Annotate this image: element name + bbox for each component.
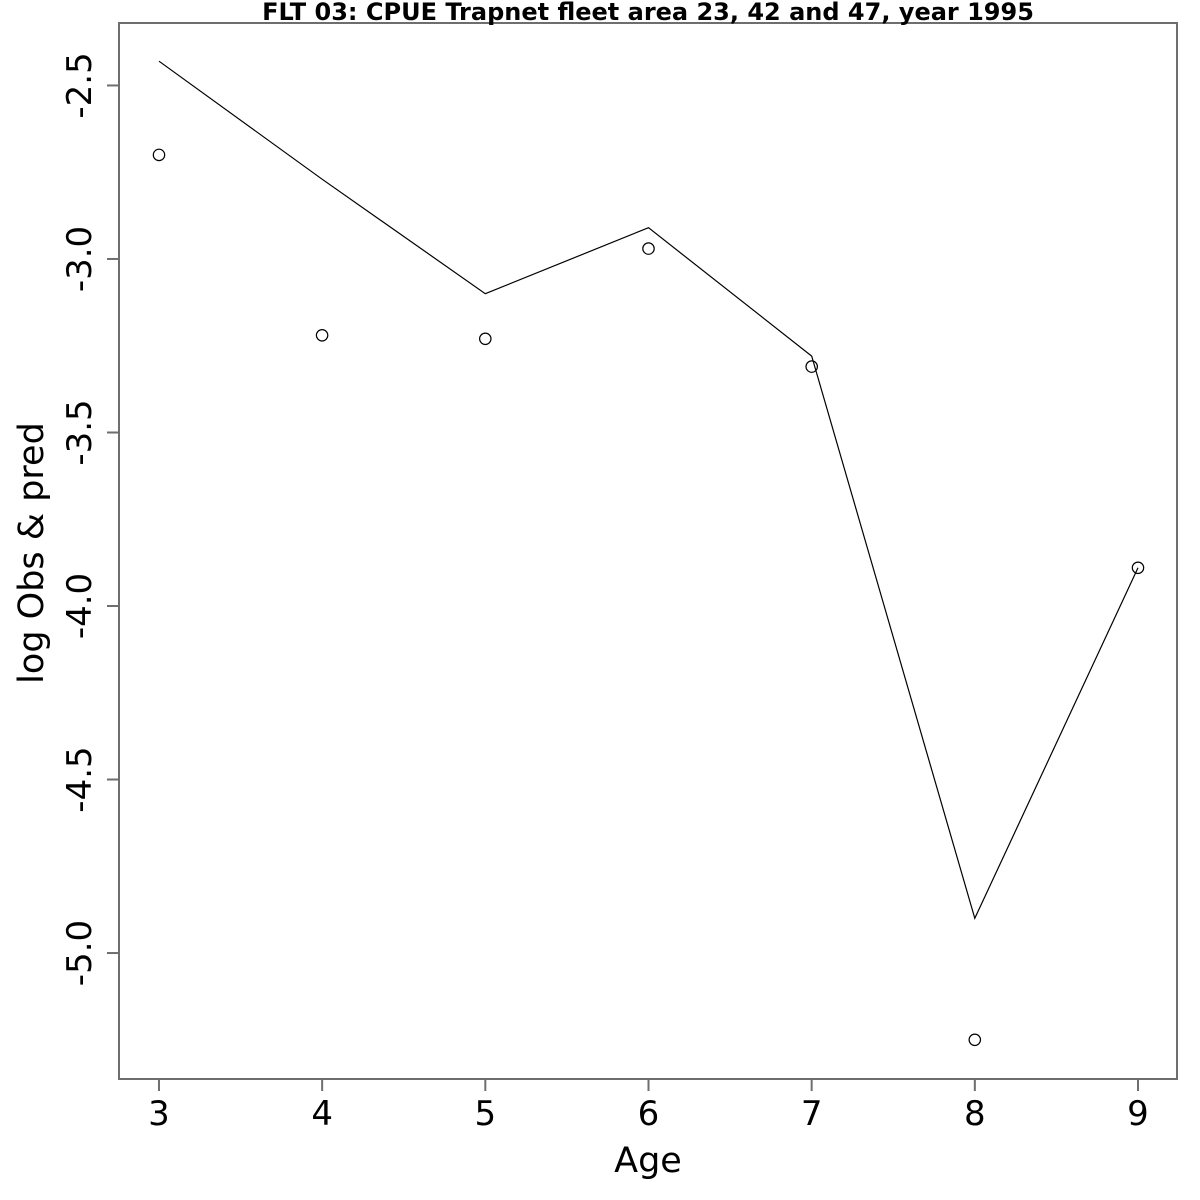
x-axis-ticks: 3 4 5 6 7 8 9	[148, 1079, 1149, 1134]
x-tick-label: 8	[964, 1094, 986, 1134]
observed-point-age-6	[642, 242, 655, 255]
observed-points-layer	[152, 148, 1145, 1047]
observed-point-age-7	[805, 360, 818, 373]
y-tick-label: -2.5	[60, 52, 100, 118]
x-axis-label: Age	[614, 1141, 682, 1181]
observed-point-age-4	[315, 328, 329, 342]
observed-point-age-9	[1131, 561, 1145, 575]
chart-title: FLT 03: CPUE Trapnet fleet area 23, 42 a…	[262, 0, 1034, 26]
y-axis-ticks: -2.5 -3.0 -3.5 -4.0 -4.5 -5.0	[60, 52, 119, 986]
x-tick-label: 3	[148, 1094, 170, 1134]
x-tick-label: 6	[638, 1094, 660, 1134]
x-tick-label: 9	[1127, 1094, 1149, 1134]
observed-point-age-8	[968, 1033, 982, 1047]
x-tick-label: 5	[474, 1094, 496, 1134]
y-tick-label: -3.0	[60, 226, 100, 292]
y-tick-label: -3.5	[60, 399, 100, 465]
predicted-line-layer	[158, 60, 1139, 921]
y-tick-label: -4.0	[60, 573, 100, 639]
x-tick-label: 7	[801, 1094, 823, 1134]
observed-point-age-3	[152, 148, 166, 162]
plot-box	[118, 22, 1178, 1080]
observed-point-age-5	[478, 332, 492, 346]
predicted-line	[158, 60, 1139, 921]
x-tick-label: 4	[311, 1094, 333, 1134]
y-axis-label: log Obs & pred	[12, 422, 52, 684]
y-tick-label: -5.0	[60, 920, 100, 986]
y-tick-label: -4.5	[60, 746, 100, 812]
